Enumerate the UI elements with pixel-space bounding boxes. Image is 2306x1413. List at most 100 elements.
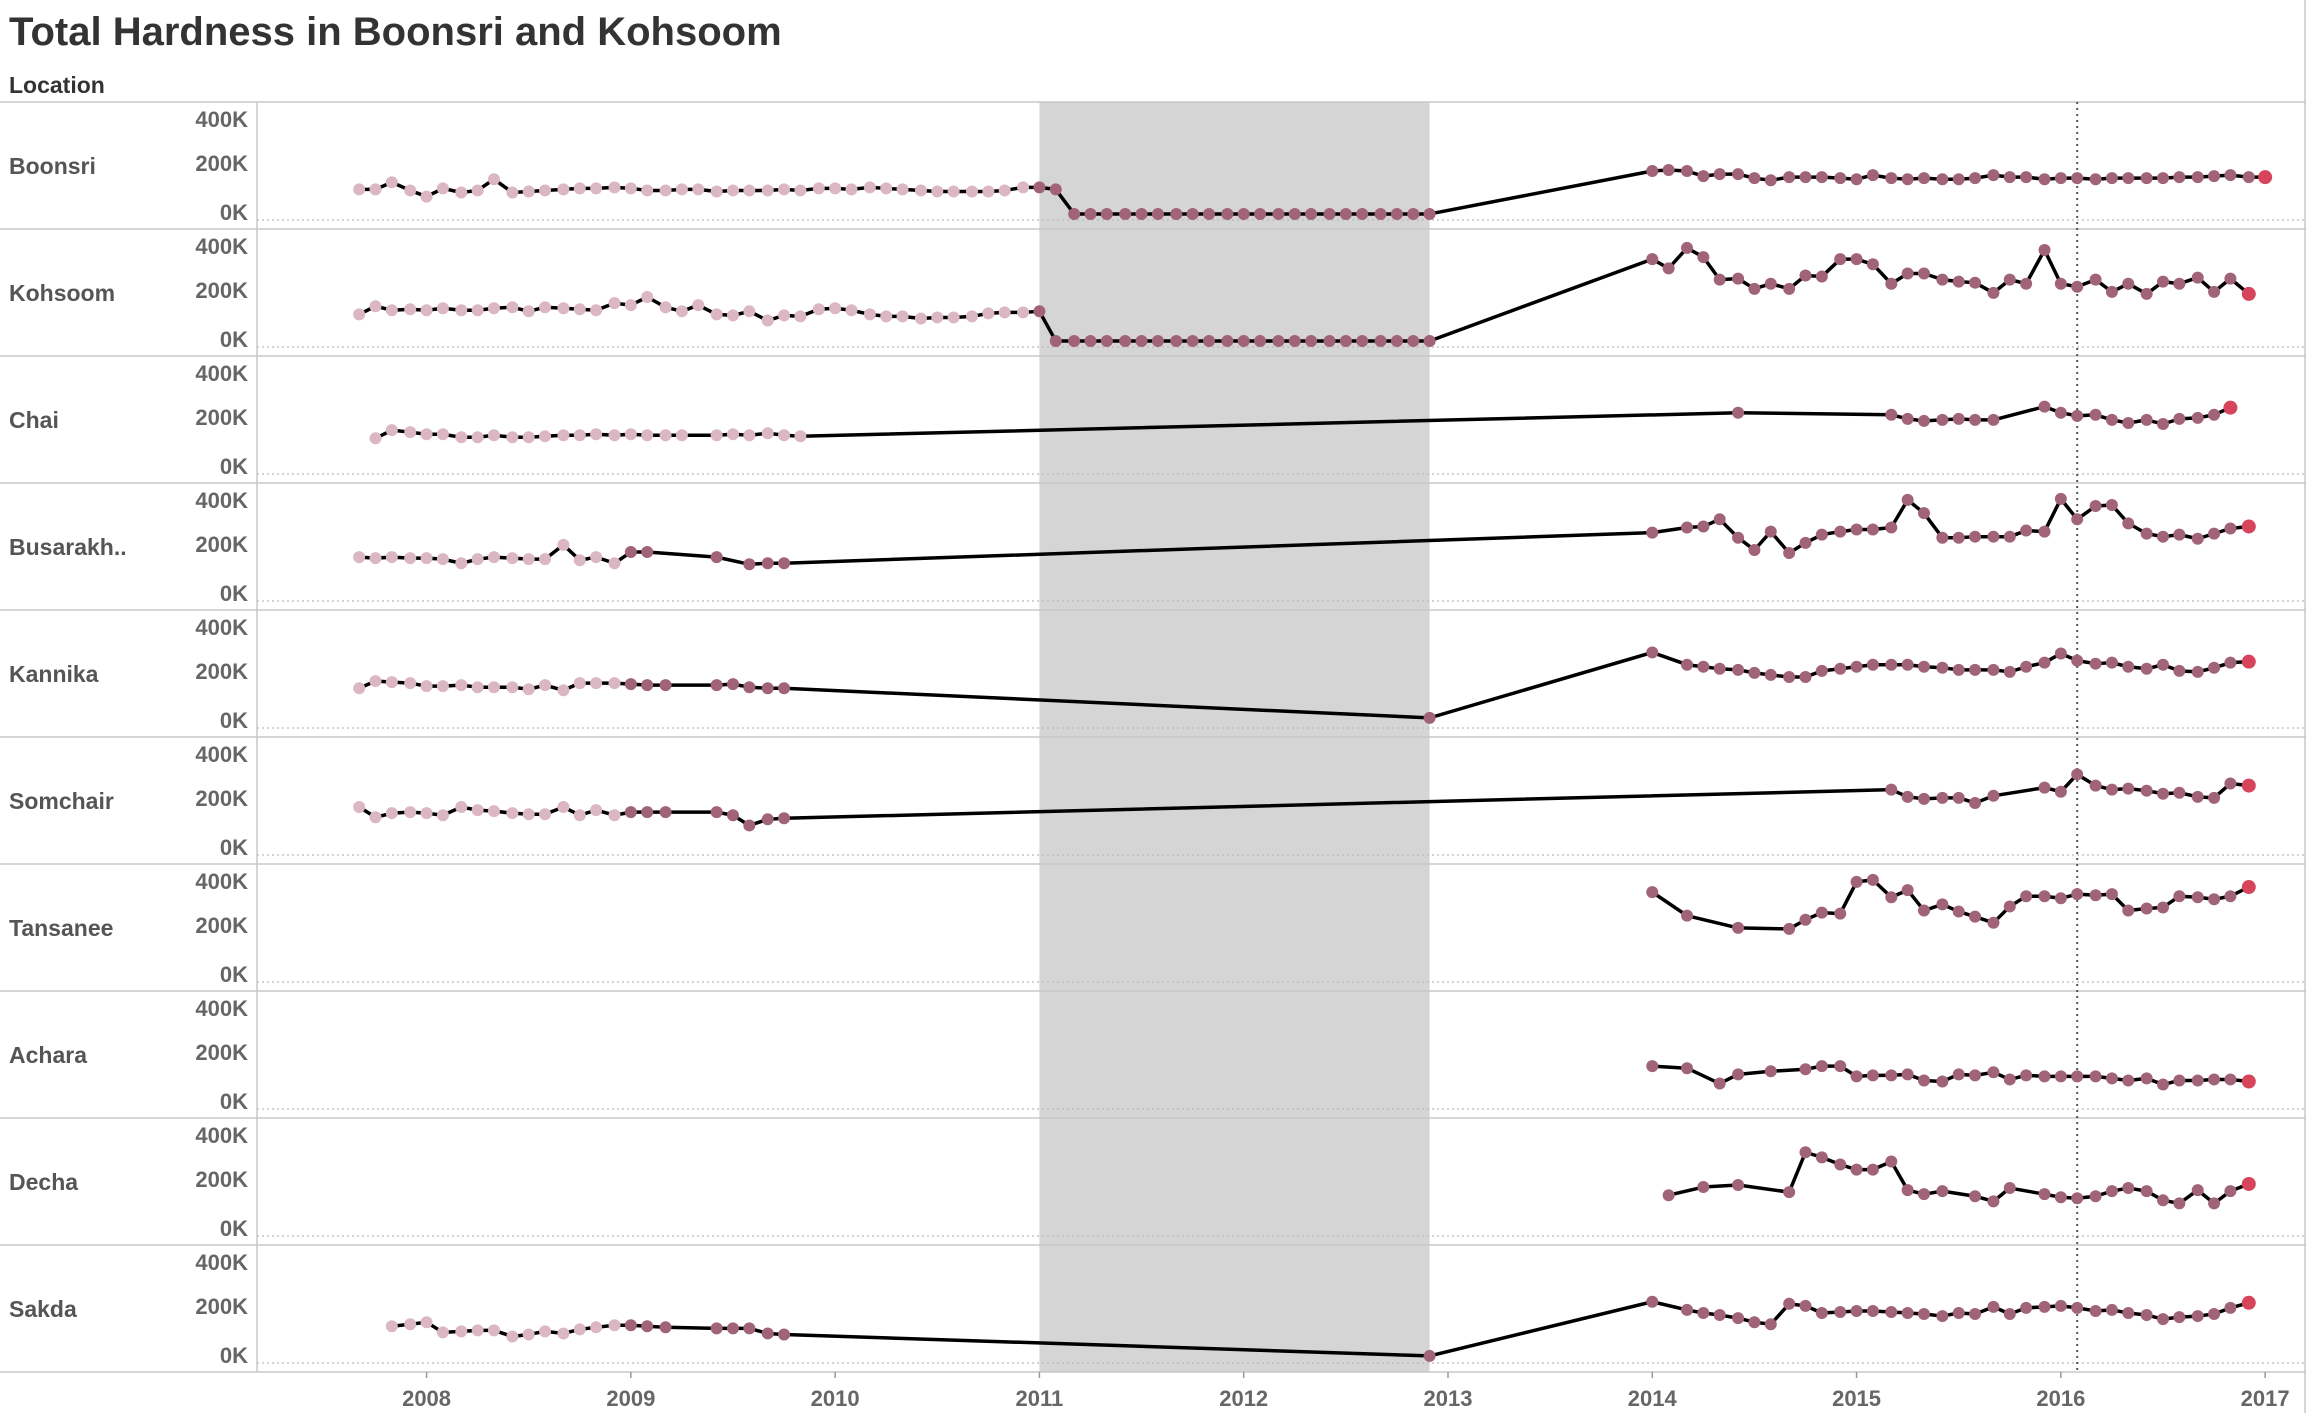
data-point[interactable] (2054, 406, 2067, 419)
data-point[interactable] (1885, 277, 1898, 290)
data-point[interactable] (2105, 1303, 2118, 1316)
data-point[interactable] (385, 676, 398, 689)
data-point[interactable] (1135, 207, 1148, 220)
data-point[interactable] (659, 184, 672, 197)
data-point[interactable] (436, 553, 449, 566)
data-point[interactable] (659, 806, 672, 819)
data-point[interactable] (1713, 513, 1726, 526)
data-point[interactable] (1084, 334, 1097, 347)
data-point[interactable] (1697, 251, 1710, 264)
data-point[interactable] (608, 809, 621, 822)
data-point[interactable] (436, 302, 449, 315)
data-point[interactable] (1952, 1307, 1965, 1319)
data-point[interactable] (573, 182, 586, 195)
data-point[interactable] (675, 183, 688, 196)
data-point[interactable] (1850, 660, 1863, 673)
data-point[interactable] (404, 303, 417, 316)
data-point[interactable] (1969, 413, 1982, 426)
data-point[interactable] (1221, 334, 1234, 347)
data-point[interactable] (2071, 513, 2084, 526)
data-point[interactable] (1866, 1069, 1879, 1082)
data-point[interactable] (2173, 412, 2186, 425)
data-point[interactable] (1952, 1068, 1965, 1081)
data-point[interactable] (743, 184, 756, 197)
data-point[interactable] (1186, 207, 1199, 220)
data-point[interactable] (2054, 1299, 2067, 1312)
data-point[interactable] (1901, 658, 1914, 671)
data-point[interactable] (2105, 888, 2118, 901)
data-point[interactable] (487, 173, 500, 186)
data-point[interactable] (692, 183, 705, 196)
data-point[interactable] (1815, 906, 1828, 919)
data-point[interactable] (1917, 1308, 1930, 1321)
data-point[interactable] (1987, 1066, 2000, 1079)
data-point[interactable] (385, 304, 398, 317)
data-point[interactable] (1170, 334, 1183, 347)
data-point[interactable] (1783, 282, 1796, 295)
data-point[interactable] (1323, 207, 1336, 220)
data-point[interactable] (471, 681, 484, 694)
data-point[interactable] (522, 553, 535, 566)
data-point[interactable] (522, 683, 535, 696)
data-point[interactable] (2224, 522, 2237, 535)
data-point[interactable] (624, 299, 637, 312)
data-point[interactable] (641, 429, 654, 442)
data-point[interactable] (590, 1321, 603, 1334)
data-point[interactable] (726, 809, 739, 822)
data-point[interactable] (778, 682, 791, 695)
data-point[interactable] (1936, 1075, 1949, 1088)
data-point[interactable] (812, 182, 825, 195)
data-point[interactable] (1885, 658, 1898, 671)
data-point[interactable] (1987, 530, 2000, 543)
data-point[interactable] (573, 303, 586, 316)
data-point[interactable] (1952, 173, 1965, 186)
data-point[interactable] (1254, 334, 1267, 347)
data-point[interactable] (590, 304, 603, 317)
data-point[interactable] (1033, 305, 1046, 318)
data-point[interactable] (1952, 905, 1965, 918)
data-point[interactable] (404, 806, 417, 819)
data-point[interactable] (2089, 1070, 2102, 1083)
data-point[interactable] (1885, 891, 1898, 904)
data-point[interactable] (404, 1318, 417, 1331)
data-point[interactable] (2089, 1190, 2102, 1203)
data-point[interactable] (2020, 890, 2033, 903)
data-point[interactable] (778, 183, 791, 196)
data-point[interactable] (845, 304, 858, 317)
data-point[interactable] (2003, 273, 2016, 286)
data-point[interactable] (2105, 783, 2118, 796)
data-point[interactable] (710, 1322, 723, 1335)
data-point[interactable] (1049, 183, 1062, 196)
data-point[interactable] (2089, 273, 2102, 286)
data-point[interactable] (1407, 207, 1420, 220)
data-point[interactable] (1901, 493, 1914, 506)
data-point[interactable] (641, 1320, 654, 1333)
data-point-latest[interactable] (2241, 1074, 2256, 1089)
data-point[interactable] (2089, 1304, 2102, 1317)
data-point[interactable] (2140, 527, 2153, 540)
data-point[interactable] (2054, 172, 2067, 185)
data-point[interactable] (506, 186, 519, 199)
data-point[interactable] (1748, 666, 1761, 679)
data-point[interactable] (966, 310, 979, 323)
data-point[interactable] (2224, 169, 2237, 182)
data-point[interactable] (794, 184, 807, 197)
data-point[interactable] (2105, 656, 2118, 669)
data-point[interactable] (1815, 1151, 1828, 1164)
data-point[interactable] (2156, 275, 2169, 288)
data-point[interactable] (1885, 1069, 1898, 1082)
data-point[interactable] (2224, 1073, 2237, 1086)
data-point[interactable] (896, 310, 909, 323)
data-point[interactable] (2038, 890, 2051, 903)
data-point[interactable] (2242, 171, 2255, 184)
data-point[interactable] (829, 302, 842, 315)
data-point[interactable] (487, 302, 500, 315)
data-point[interactable] (1202, 334, 1215, 347)
data-point[interactable] (1374, 334, 1387, 347)
data-point[interactable] (1068, 207, 1081, 220)
data-point[interactable] (1936, 413, 1949, 426)
data-point[interactable] (2173, 1074, 2186, 1087)
data-point[interactable] (1834, 253, 1847, 266)
data-point[interactable] (2071, 1070, 2084, 1083)
data-point[interactable] (710, 551, 723, 564)
